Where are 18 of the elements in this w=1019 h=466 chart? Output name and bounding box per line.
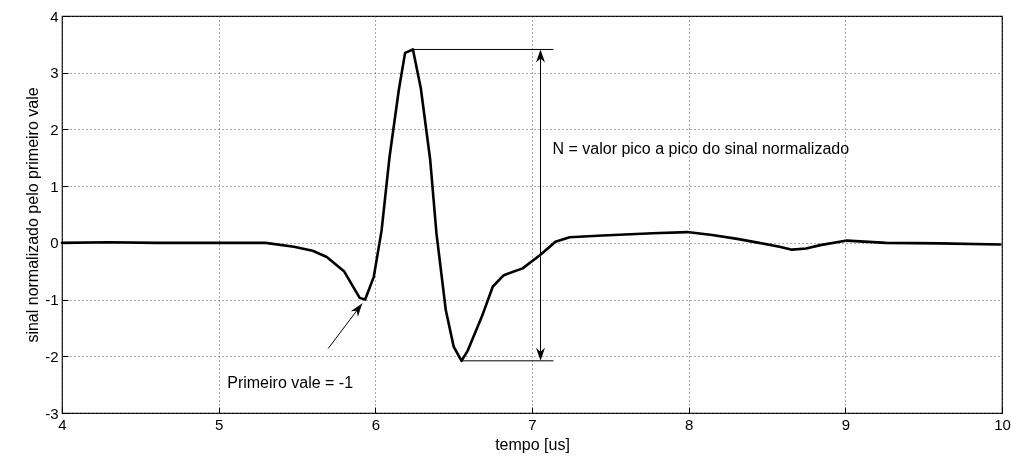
y-axis-title: sinal normalizado pelo primeiro vale — [24, 87, 42, 343]
x-tick-label: 8 — [684, 415, 694, 433]
x-tick-label: 7 — [528, 415, 537, 433]
y-tick-label: -2 — [45, 347, 59, 365]
y-tick-label: -3 — [45, 404, 59, 422]
y-tick-label: 0 — [50, 234, 59, 252]
annotation: Primeiro vale = -1 — [227, 373, 354, 391]
y-tick-label: -1 — [45, 291, 59, 309]
x-tick-label: 5 — [214, 415, 224, 433]
annotation: N = valor pico a pico do sinal normalizado — [552, 140, 850, 158]
x-tick-label: 9 — [841, 415, 851, 433]
y-tick-label: 3 — [50, 64, 59, 82]
x-axis-title: tempo [us] — [495, 435, 570, 453]
y-tick-label: 1 — [50, 177, 59, 195]
x-tick-label: 6 — [371, 415, 381, 433]
y-tick-label: 4 — [50, 7, 59, 25]
x-tick-label: 10 — [994, 415, 1011, 433]
y-tick-label: 2 — [50, 120, 59, 138]
